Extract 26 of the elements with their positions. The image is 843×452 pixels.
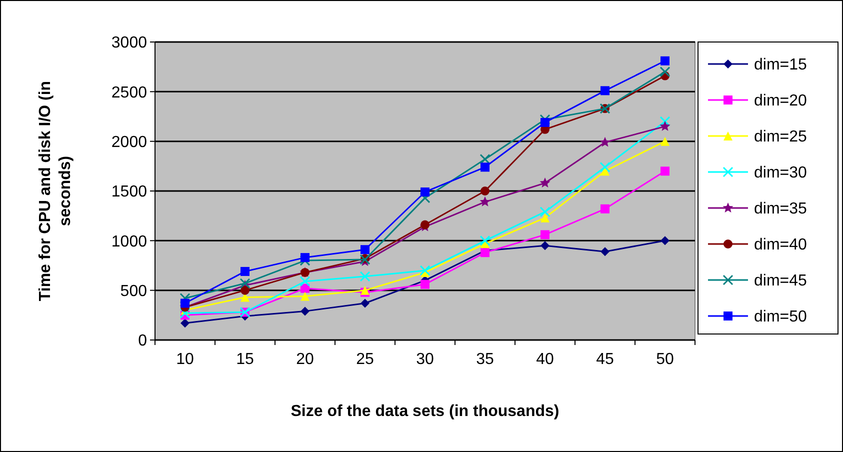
legend-label: dim=25	[754, 128, 808, 146]
y-tick-label: 2500	[111, 84, 148, 102]
x-tick-label: 30	[416, 351, 434, 368]
legend-label: dim=50	[754, 308, 808, 326]
x-tick-label: 15	[236, 351, 254, 368]
x-tick-label: 50	[656, 351, 674, 368]
x-axis-title: Size of the data sets (in thousands)	[290, 403, 560, 420]
x-tick-label: 40	[536, 351, 554, 368]
y-axis-title: Time for CPU and disk I/O (in seconds)	[37, 80, 74, 302]
legend-label: dim=30	[754, 164, 808, 182]
x-tick-label: 25	[356, 351, 374, 368]
y-tick-label: 2000	[111, 134, 148, 151]
legend-label: dim=45	[754, 272, 808, 290]
y-tick-label: 1500	[111, 184, 148, 201]
x-tick-label: 35	[476, 351, 494, 368]
legend-label: dim=35	[754, 200, 808, 218]
y-tick-label: 3000	[111, 34, 148, 52]
legend-label: dim=15	[754, 56, 808, 74]
y-tick-label: 1000	[111, 233, 148, 250]
x-tick-label: 45	[596, 351, 614, 368]
y-tick-label: 500	[120, 282, 148, 300]
y-tick-label: 0	[138, 332, 148, 350]
x-tick-label: 10	[176, 351, 194, 368]
x-tick-label: 20	[296, 351, 314, 368]
legend-label: dim=20	[754, 92, 808, 110]
legend-label: dim=40	[754, 236, 808, 254]
